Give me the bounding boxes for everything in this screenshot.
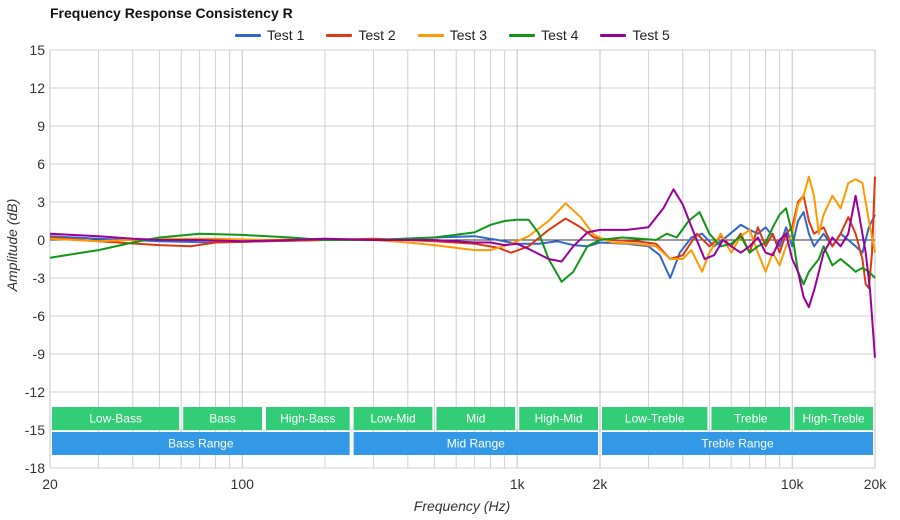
range-band-label: High-Treble: [802, 412, 865, 426]
y-tick-label: 0: [37, 232, 45, 248]
range-band-label: Low-Treble: [625, 412, 685, 426]
range-band: [183, 407, 262, 430]
grid-layer: [49, 49, 876, 469]
legend-item[interactable]: Test 3: [417, 27, 488, 43]
range-bands: Low-Bass Bass High-Bass Low-Mid Mid High-Mid L…: [52, 407, 873, 455]
range-band-label: Mid: [466, 412, 485, 426]
plot-area: [49, 49, 876, 469]
range-band: [52, 407, 180, 430]
legend-swatch: [600, 33, 627, 37]
y-tick-label: -3: [33, 270, 46, 286]
x-tick-label: 1k: [510, 476, 526, 492]
y-tick-label: 12: [29, 80, 45, 96]
range-band-label: High-Bass: [280, 412, 335, 426]
y-tick-label: -9: [33, 346, 46, 362]
legend-label: Test 4: [541, 27, 579, 43]
y-tick-label: 3: [37, 194, 45, 210]
series-line-test-1: [49, 211, 876, 279]
x-tick-label: 20k: [864, 476, 888, 492]
x-tick-label: 10k: [781, 476, 805, 492]
range-band: [602, 407, 708, 430]
legend-label: Test 5: [632, 27, 670, 43]
legend-label: Test 2: [358, 27, 396, 43]
range-band: [519, 407, 598, 430]
range-band-label: Treble: [734, 412, 768, 426]
legend-label: Test 3: [449, 27, 488, 43]
range-band: [711, 407, 791, 430]
legend-item[interactable]: Test 4: [509, 27, 578, 43]
series-line-test-4: [49, 207, 876, 286]
range-band-label: High-Mid: [535, 412, 583, 426]
legend-item[interactable]: Test 1: [235, 27, 304, 43]
y-axis-title: Amplitude (dB): [4, 199, 20, 293]
range-group: [602, 432, 873, 455]
chart-title: Frequency Response Consistency R: [50, 5, 293, 21]
x-tick-label: 20: [42, 476, 58, 492]
x-tick-label: 100: [231, 476, 255, 492]
legend-swatch: [509, 33, 536, 37]
range-group-label: Mid Range: [447, 437, 505, 451]
range-band: [265, 407, 350, 430]
legend-item[interactable]: Test 5: [600, 27, 670, 43]
y-tick-label: -6: [33, 308, 46, 324]
legend-swatch: [417, 33, 444, 37]
legend-item[interactable]: Test 2: [326, 27, 396, 43]
y-tick-label: -12: [25, 384, 45, 400]
range-band-label: Low-Bass: [89, 412, 142, 426]
series-line-test-3: [49, 175, 876, 273]
series-lines: [49, 175, 876, 358]
range-group: [353, 432, 598, 455]
range-band-label: Bass: [209, 412, 236, 426]
y-tick-label: 15: [29, 42, 45, 58]
range-band: [794, 407, 873, 430]
x-tick-label: 2k: [593, 476, 609, 492]
legend-swatch: [326, 33, 353, 37]
range-group-label: Treble Range: [701, 437, 774, 451]
legend-swatch: [235, 33, 261, 37]
y-tick-label: 6: [37, 156, 45, 172]
y-tick-label: -18: [25, 460, 45, 476]
chart-legend: Test 1 Test 2 Test 3 Test 4 Test 5: [235, 27, 670, 43]
range-band: [353, 407, 433, 430]
y-tick-label: 9: [37, 118, 45, 134]
range-group-label: Bass Range: [168, 437, 234, 451]
y-tick-label: -15: [25, 422, 45, 438]
range-band: [436, 407, 516, 430]
range-group: [52, 432, 350, 455]
series-line-test-5: [49, 188, 876, 358]
x-axis-title: Frequency (Hz): [414, 498, 510, 514]
legend-label: Test 1: [267, 27, 305, 43]
range-band-label: Low-Mid: [370, 412, 415, 426]
